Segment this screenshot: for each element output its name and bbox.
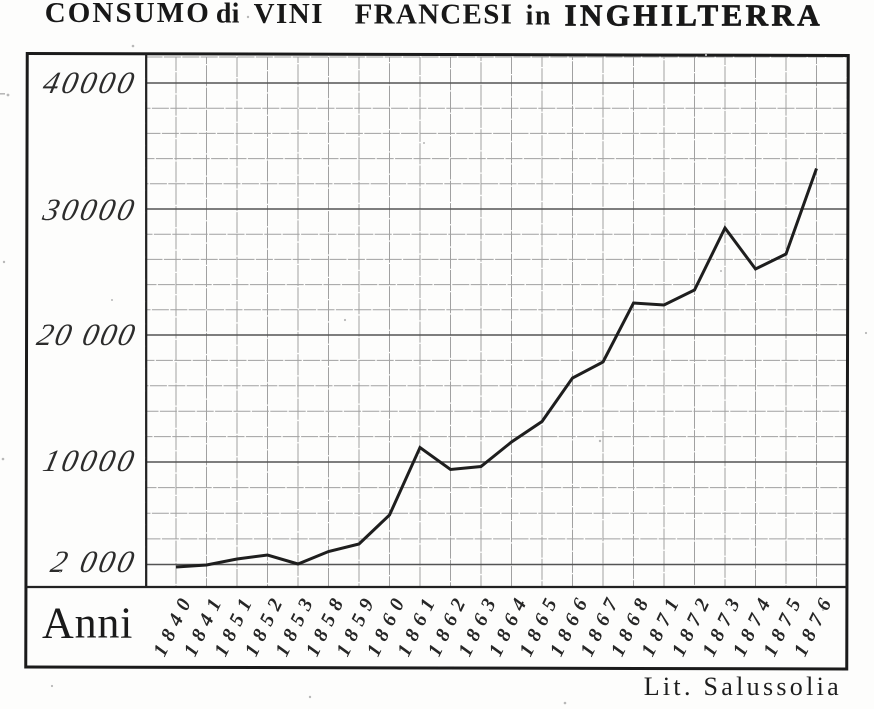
svg-text:VINI: VINI [254,0,324,30]
svg-text:40000: 40000 [40,65,140,100]
svg-text:FRANCESI: FRANCESI [355,0,514,31]
svg-text:20 000: 20 000 [34,317,140,352]
svg-text:CONSUMO: CONSUMO [45,0,211,29]
svg-text:Lit. Salussolia: Lit. Salussolia [644,672,842,701]
svg-text:2 000: 2 000 [48,544,141,579]
svg-text:di: di [216,0,240,30]
svg-text:INGHILTERRA: INGHILTERRA [565,0,824,33]
svg-text:Anni: Anni [42,599,133,648]
svg-text:10000: 10000 [40,443,140,478]
svg-text:in: in [526,1,552,32]
svg-text:30000: 30000 [39,192,140,227]
